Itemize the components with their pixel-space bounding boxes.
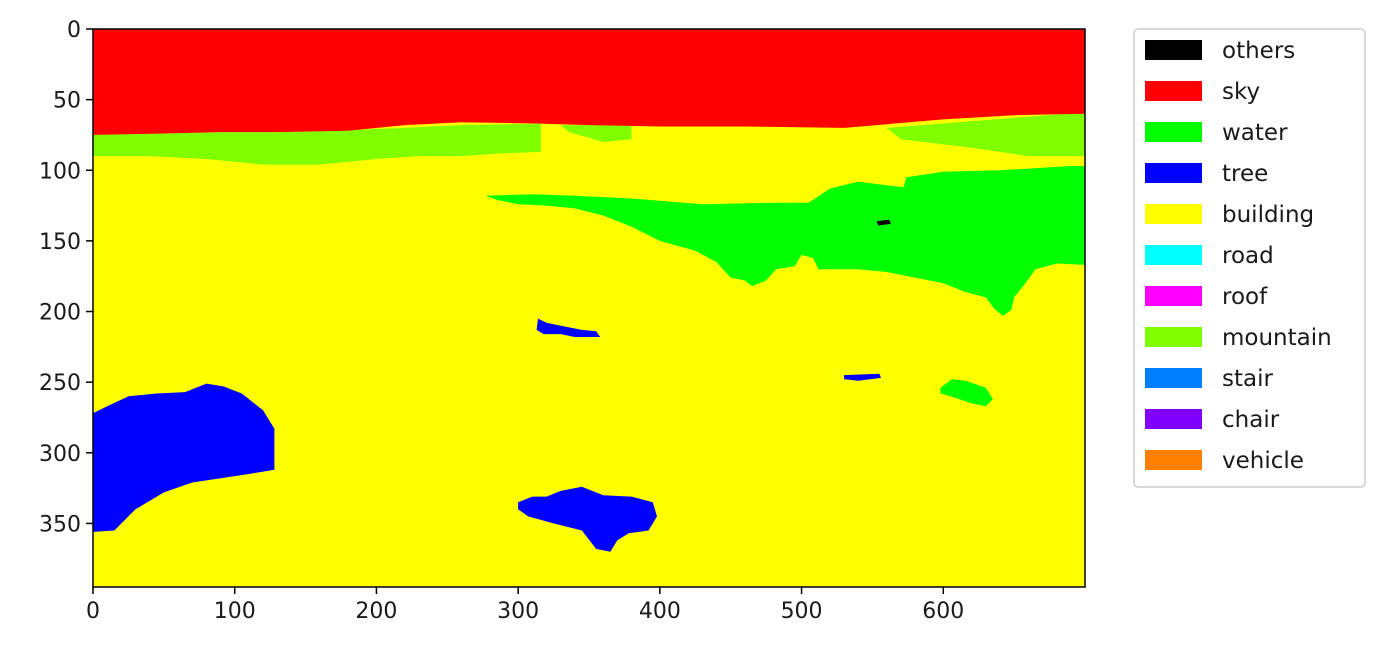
legend-entries: others sky water tree building road roof mounta… xyxy=(1145,38,1332,474)
region-water-5 xyxy=(940,379,993,407)
legend-label-road: road xyxy=(1222,243,1274,269)
region-tree-7 xyxy=(518,486,657,552)
legend-label-sky: sky xyxy=(1222,79,1260,105)
plot-frame xyxy=(92,28,1086,588)
x-tick-label-6: 600 xyxy=(922,599,964,624)
legend-swatch-others xyxy=(1145,40,1202,60)
y-tick-label-4: 200 xyxy=(39,301,81,326)
region-others-10 xyxy=(876,219,891,226)
legend-swatch-building xyxy=(1145,204,1202,224)
region-sky-3 xyxy=(93,29,1085,135)
legend-label-chair: chair xyxy=(1222,407,1280,433)
legend-swatch-sky xyxy=(1145,81,1202,101)
y-tick-label-3: 150 xyxy=(39,230,81,255)
legend-label-mountain: mountain xyxy=(1222,325,1332,351)
region-mountain-1 xyxy=(560,125,632,142)
plot-area xyxy=(92,28,1086,588)
y-tick-label-1: 50 xyxy=(53,89,81,114)
x-tick-label-0: 0 xyxy=(86,599,100,624)
x-tick-label-4: 400 xyxy=(639,599,681,624)
legend-swatch-mountain xyxy=(1145,327,1202,347)
legend-label-others: others xyxy=(1222,38,1295,64)
x-tick-label-3: 300 xyxy=(497,599,539,624)
legend-swatch-stair xyxy=(1145,368,1202,388)
legend-label-building: building xyxy=(1222,202,1314,228)
legend-label-stair: stair xyxy=(1222,366,1273,392)
legend-label-vehicle: vehicle xyxy=(1222,448,1304,474)
legend: others sky water tree building road roof mounta… xyxy=(1133,28,1366,488)
y-tick-label-6: 300 xyxy=(39,442,81,467)
legend-swatch-roof xyxy=(1145,286,1202,306)
y-axis: 0 50 100 150 200 250 300 350 xyxy=(39,18,93,537)
y-tick-label-0: 0 xyxy=(67,18,81,43)
legend-swatch-chair xyxy=(1145,409,1202,429)
y-tick-label-7: 350 xyxy=(39,512,81,537)
legend-label-water: water xyxy=(1222,120,1288,146)
y-tick-label-2: 100 xyxy=(39,159,81,184)
legend-label-roof: roof xyxy=(1222,284,1268,310)
x-axis: 0 100 200 300 400 500 600 xyxy=(86,587,964,624)
region-tree-8 xyxy=(536,318,601,337)
region-water-4 xyxy=(485,166,1085,316)
legend-swatch-road xyxy=(1145,245,1202,265)
segmentation-regions xyxy=(93,29,1085,552)
legend-swatch-tree xyxy=(1145,163,1202,183)
region-tree-6 xyxy=(93,383,275,532)
legend-label-tree: tree xyxy=(1222,161,1268,187)
region-mountain-2 xyxy=(886,112,1085,157)
x-tick-label-2: 200 xyxy=(355,599,397,624)
region-tree-9 xyxy=(844,373,881,381)
legend-swatch-water xyxy=(1145,122,1202,142)
legend-swatch-vehicle xyxy=(1145,450,1202,470)
x-tick-label-1: 100 xyxy=(214,599,256,624)
y-tick-label-5: 250 xyxy=(39,371,81,396)
region-mountain-0 xyxy=(93,123,541,165)
x-tick-label-5: 500 xyxy=(781,599,823,624)
